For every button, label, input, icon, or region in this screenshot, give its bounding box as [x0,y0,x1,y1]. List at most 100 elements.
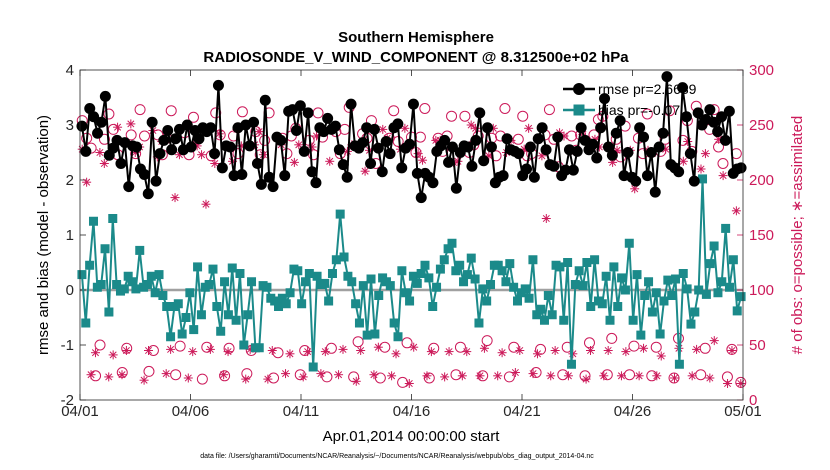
rmse-point [680,111,692,123]
assimilated-point [117,370,127,380]
bias-point [204,280,214,289]
assimilated-point [528,369,538,379]
possible-point [388,105,400,117]
rmse-point [595,122,607,134]
bias-point [632,270,642,280]
rmse-point [333,144,345,156]
rmse-point [337,159,349,171]
assimilated-point [621,347,631,357]
bias-point [154,270,164,280]
bias-point [686,319,696,329]
bias-point [146,271,156,281]
assimilated-point [599,371,609,381]
assimilated-point [139,375,149,385]
assimilated-point [161,369,171,379]
bias-point [713,288,723,298]
rmse-point [501,133,513,145]
assimilated-point [524,123,534,133]
rmse-point [653,141,665,153]
bias-point [189,325,199,335]
assimilated-point [497,348,507,358]
rmse-point [365,158,377,169]
assimilated-point [696,164,706,174]
rmse-point [95,116,107,128]
rmse-point [411,167,423,179]
bias-point [412,278,422,288]
bias-point [216,326,226,336]
assimilated-point [267,346,277,355]
legend-bias-marker [573,104,585,116]
series-bias [77,174,746,372]
rmse-point [329,120,341,132]
rmse-point [392,118,404,130]
x-axis: 04/01 04/06 04/11 04/16 04/21 04/26 05/01 [61,70,762,420]
bias-point [605,315,615,325]
rmse-point [131,141,143,153]
y-left-tick-label: 0 [66,282,74,299]
bias-point [647,307,657,317]
chart-subtitle: RADIOSONDE_V_WIND_COMPONENT @ 8.312500e+… [203,49,629,66]
rmse-point [571,145,583,157]
assimilated-point [241,374,251,384]
assimilated-point [709,336,719,346]
bias-point [466,253,476,263]
assimilated-point [298,372,308,382]
assimilated-point [639,343,649,353]
assimilated-point [634,371,644,381]
assimilated-point [351,376,361,386]
rmse-point [470,134,482,146]
assimilated-point [603,346,613,355]
possible-point [219,370,231,382]
bias-point [678,269,688,278]
possible-point [459,110,471,122]
rmse-point [552,131,564,143]
assimilated-point [422,371,432,381]
possible-point [508,341,520,353]
assimilated-point [223,347,233,357]
rmse-point [606,149,618,161]
rmse-point [259,94,271,106]
assimilated-point [692,344,702,354]
bias-point [358,281,368,291]
rmse-point [719,134,731,146]
bias-point [366,274,376,284]
bias-point [563,258,573,267]
bias-point [397,266,407,276]
rmse-point [154,148,166,160]
bias-point [613,302,623,311]
rmse-point [439,134,451,146]
y-right-tick-label: 150 [749,227,774,244]
bias-point [424,273,434,283]
bias-point [88,216,98,226]
bias-point [401,288,411,298]
rmse-point [138,169,150,180]
bias-point [532,310,542,320]
assimilated-point [731,206,741,216]
bias-point [339,252,349,262]
rmse-point [677,82,689,94]
rmse-point [185,141,197,153]
y-right-tick-label: 200 [749,172,774,189]
bias-point [428,302,438,311]
rmse-point [88,111,100,123]
bias-point [528,255,538,265]
rmse-point [684,148,696,160]
bias-point [609,262,619,272]
possible-point [125,129,137,141]
bias-point [717,277,727,287]
assimilated-point [475,371,485,381]
legend-bias-label: bias pr=-0.07... [598,102,692,118]
rmse-point [630,175,642,187]
rmse-point [236,169,248,180]
rmse-point [599,93,611,105]
rmse-point [602,141,614,153]
bias-point [462,270,472,280]
bias-point [374,291,384,300]
rmse-point [294,100,306,112]
bias-point [543,291,553,300]
rmse-point [708,116,720,128]
rmse-point [404,138,416,150]
bias-point [320,278,330,288]
bias-point [308,362,318,372]
x-tick-label: 04/01 [61,403,99,420]
